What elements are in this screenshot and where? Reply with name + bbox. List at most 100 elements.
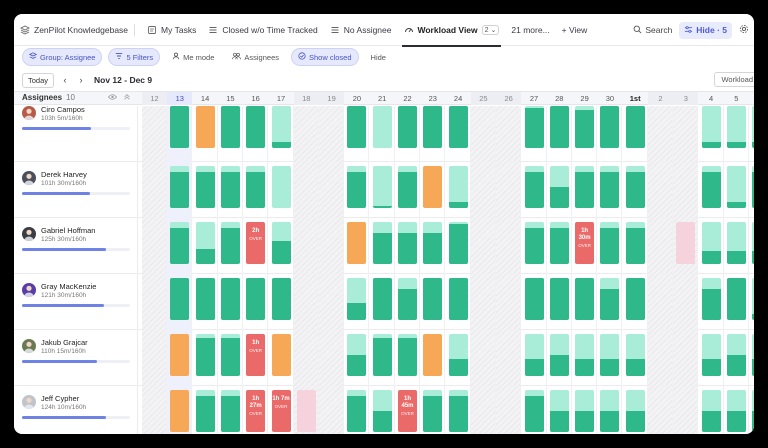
workload-bar[interactable] [625,166,645,208]
day-cell[interactable] [446,106,471,162]
workload-bar-over[interactable]: 1h 45m OVER [398,390,417,432]
show-closed-button[interactable]: Show closed [291,48,359,66]
day-cell[interactable] [142,274,167,330]
me-mode-button[interactable]: Me mode [166,49,220,65]
workload-bar[interactable] [246,278,266,320]
workload-bar[interactable] [549,166,569,208]
workload-bar[interactable] [347,166,367,208]
tab-badge[interactable]: 2 ⌄ [481,24,500,35]
day-cell[interactable] [293,106,319,162]
day-cell[interactable] [395,106,420,162]
day-cell[interactable] [269,330,294,386]
workload-bar[interactable] [170,166,190,208]
workload-bar[interactable] [549,390,569,432]
day-cell[interactable] [749,386,754,434]
day-cell[interactable] [319,218,345,274]
workload-bar[interactable] [448,166,468,208]
workload-bar[interactable] [220,390,240,432]
day-cell[interactable] [420,162,446,218]
day-cell[interactable] [470,386,496,434]
workload-bar[interactable] [398,166,417,208]
day-cell[interactable] [470,162,496,218]
day-cell[interactable] [370,330,395,386]
assignee-info[interactable]: Jakub Grajcar 110h 15m/160h [14,330,138,386]
day-cell[interactable] [673,274,699,330]
day-cell[interactable] [370,386,395,434]
workload-bar[interactable] [372,106,392,148]
workload-bar[interactable] [752,278,754,320]
day-cell[interactable] [547,218,572,274]
day-cell[interactable] [344,106,370,162]
day-cell[interactable] [293,386,319,434]
workload-bar-full[interactable] [347,222,367,264]
workload-bar[interactable] [423,222,443,264]
day-cell[interactable] [218,386,243,434]
day-cell[interactable] [218,162,243,218]
day-cell[interactable] [522,386,547,434]
day-cell[interactable]: 1h 30m OVER [572,218,598,274]
day-cell[interactable] [142,330,167,386]
workload-bar-full[interactable] [423,166,443,208]
workload-bar[interactable] [625,106,645,148]
day-cell[interactable] [269,106,294,162]
day-cell[interactable] [597,330,623,386]
workload-bar[interactable] [448,278,468,320]
day-cell[interactable] [673,106,699,162]
workload-bar-over[interactable]: 1h 30m OVER [575,222,595,264]
workload-bar-full[interactable] [170,334,190,376]
workload-bar[interactable] [701,222,721,264]
day-cell[interactable] [749,274,754,330]
workload-bar[interactable] [752,334,754,376]
day-cell[interactable] [648,218,673,274]
workload-bar[interactable] [246,166,266,208]
workload-bar[interactable] [726,222,746,264]
day-cell[interactable] [496,106,522,162]
day-cell[interactable] [749,162,754,218]
settings-button[interactable] [734,21,754,39]
day-cell[interactable] [623,386,648,434]
workload-bar[interactable] [701,278,721,320]
eye-icon[interactable] [107,93,118,103]
tab-zenpilot-knowledgebase[interactable]: ZenPilot Knowledgebase [14,14,141,46]
day-cell[interactable] [193,162,218,218]
day-cell[interactable] [724,218,749,274]
workload-bar[interactable] [625,390,645,432]
workload-bar[interactable] [549,106,569,148]
workload-bar-full[interactable] [195,106,215,148]
day-cell[interactable] [344,162,370,218]
day-cell[interactable]: 1h 7m OVER [269,386,294,434]
day-cell[interactable] [724,274,749,330]
day-cell[interactable] [395,330,420,386]
collapse-icon[interactable] [123,93,131,103]
workload-bar[interactable] [701,334,721,376]
day-cell[interactable] [470,106,496,162]
workload-bar[interactable] [170,278,190,320]
workload-bar[interactable] [195,278,215,320]
day-cell[interactable] [446,218,471,274]
day-cell[interactable] [370,218,395,274]
day-cell[interactable] [699,162,724,218]
workload-bar[interactable] [398,278,417,320]
day-cell[interactable] [547,330,572,386]
day-cell[interactable] [167,274,193,330]
day-cell[interactable] [572,386,598,434]
workload-bar-over[interactable]: 1h OVER [246,334,266,376]
day-cell[interactable] [597,274,623,330]
day-cell[interactable] [446,162,471,218]
workload-bar[interactable] [600,390,620,432]
day-cell[interactable] [218,274,243,330]
assignee-info[interactable]: Ciro Campos 103h 5m/160h [14,105,138,162]
day-cell[interactable] [193,218,218,274]
workload-bar[interactable] [220,222,240,264]
hide-filter-button[interactable]: Hide [370,52,386,62]
day-cell[interactable] [319,330,345,386]
day-cell[interactable]: 1h 27m OVER [243,386,269,434]
day-cell[interactable] [699,330,724,386]
workload-bar[interactable] [600,278,620,320]
workload-bar[interactable] [271,106,291,148]
chevron-left-icon[interactable]: ‹ [63,75,67,85]
assignee-info[interactable]: Derek Harvey 101h 30m/160h [14,162,138,218]
day-cell[interactable] [218,106,243,162]
workload-bar[interactable] [423,106,443,148]
workload-bar[interactable] [625,278,645,320]
